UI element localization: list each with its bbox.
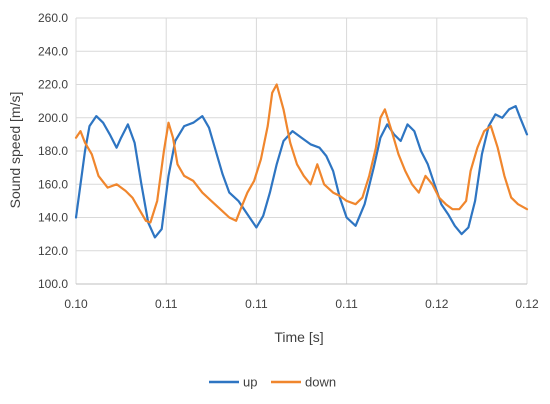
y-tick-label: 140.0	[38, 211, 68, 225]
series-line-up	[74, 105, 529, 239]
y-tick-label: 240.0	[38, 44, 68, 58]
series-line-down	[74, 83, 529, 224]
x-tick-label: 0.11	[155, 297, 178, 311]
x-tick-label: 0.12	[425, 297, 449, 311]
y-tick-label: 160.0	[38, 177, 68, 191]
y-tick-label: 100.0	[38, 277, 68, 291]
series-lines	[74, 83, 529, 239]
gridlines	[75, 17, 528, 285]
x-axis-title: Time [s]	[274, 329, 323, 345]
y-axis-tick-labels: 100.0 120.0 140.0 160.0 180.0 200.0 220.0 240.0…	[38, 11, 68, 291]
y-axis-title: Sound speed [m/s]	[7, 92, 23, 209]
y-tick-label: 180.0	[38, 144, 68, 158]
legend-label-up: up	[243, 375, 257, 390]
y-tick-label: 220.0	[38, 78, 68, 92]
y-tick-label: 120.0	[38, 244, 68, 258]
x-axis-tick-labels: 0.10 0.11 0.11 0.11 0.12 0.12	[64, 297, 539, 311]
y-tick-label: 260.0	[38, 11, 68, 25]
x-tick-label: 0.11	[245, 297, 268, 311]
legend-label-down: down	[305, 375, 336, 390]
x-tick-label: 0.11	[335, 297, 358, 311]
x-tick-label: 0.12	[515, 297, 539, 311]
legend: up down	[209, 375, 336, 390]
y-tick-label: 200.0	[38, 111, 68, 125]
x-tick-label: 0.10	[64, 297, 88, 311]
